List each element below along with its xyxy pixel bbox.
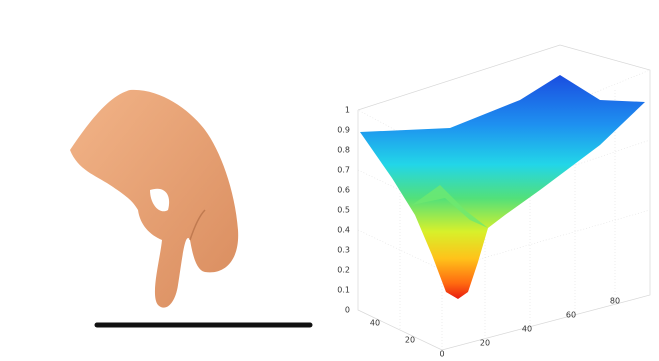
tick-label: 0 [439, 350, 444, 359]
tick-label: 0.9 [337, 126, 350, 135]
finger-line [189, 209, 206, 241]
tick-label: 40 [522, 325, 532, 334]
tick-label: 0.2 [337, 266, 350, 275]
tick-label: 0.6 [337, 186, 350, 195]
tick-label: 0.7 [337, 166, 350, 175]
tick-label: 0.4 [337, 226, 350, 235]
tick-label: 0.3 [337, 246, 350, 255]
surface [360, 75, 645, 299]
tick-label: 0.5 [337, 206, 350, 215]
tick-label: 0.8 [337, 146, 350, 155]
tick-label: 80 [610, 297, 620, 306]
tick-label: 60 [566, 311, 576, 320]
tick-label: 1 [345, 106, 350, 115]
tick-label: 20 [405, 336, 415, 345]
tick-labels: 1 0.9 0.8 0.7 0.6 0.5 0.4 0.3 0.2 0.1 0 40 20 0 20 40 60… [337, 106, 620, 359]
finger-gap [150, 188, 170, 212]
tick-label: 0 [345, 306, 350, 315]
tick-label: 40 [370, 319, 380, 328]
box-edges [357, 44, 651, 351]
tick-label: 0.1 [337, 286, 350, 295]
surface-bump [412, 185, 488, 228]
hand [70, 89, 239, 308]
tick-label: 20 [480, 339, 490, 348]
